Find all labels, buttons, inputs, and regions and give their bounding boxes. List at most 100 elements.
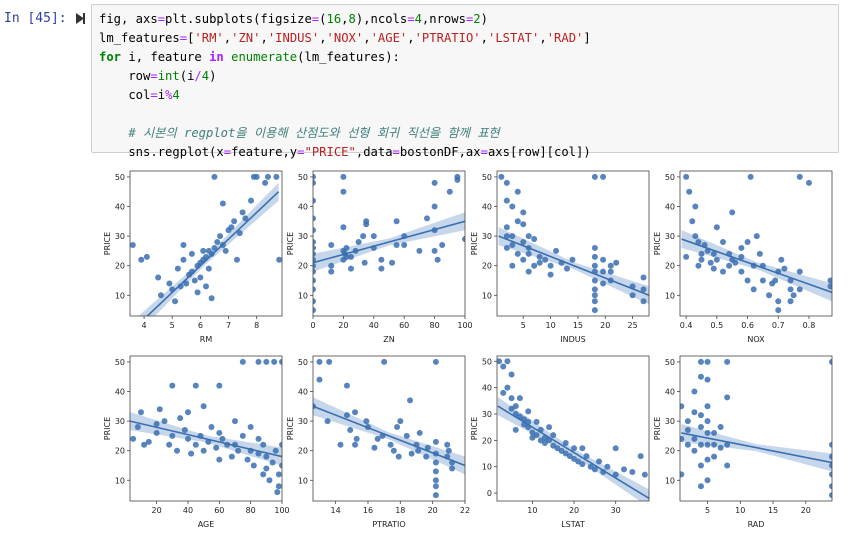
data-point [363,221,370,228]
data-point [550,432,557,439]
regression-line [313,405,465,467]
data-point [533,418,540,425]
data-point [432,358,439,365]
data-point [695,239,702,246]
x-tick-label: 0.6 [741,321,754,330]
y-tick-label: 50 [482,173,492,182]
y-axis-label: PRICE [653,417,662,440]
data-point [219,200,226,207]
data-point [738,253,745,260]
data-point [155,274,162,281]
data-point [698,250,705,257]
data-point [248,197,255,204]
data-point [766,292,773,299]
data-point [525,250,532,257]
y-tick-label: 40 [665,388,675,397]
data-point [244,456,251,463]
data-point [169,382,176,389]
data-point [579,461,586,468]
data-point [174,265,181,272]
y-tick-label: 30 [482,410,492,419]
code-text: fig, axs=plt.subplots(figsize=(16,8),nco… [99,12,591,159]
data-point [184,435,191,442]
data-point [454,176,461,183]
data-point [641,471,648,478]
data-point [695,262,702,269]
data-point [750,286,757,293]
data-point [313,179,316,186]
data-point [563,265,570,272]
data-point [353,435,360,442]
data-point [233,256,240,263]
axes-frame [312,170,466,317]
x-tick-label: 0.5 [710,321,723,330]
x-tick-label: 20 [428,506,438,515]
data-point [260,471,267,478]
code-cell-input[interactable]: fig, axs=plt.subplots(figsize=(16,8),nco… [91,4,839,159]
x-tick-label: 0.4 [680,321,693,330]
data-point [531,236,538,243]
data-point [276,256,282,263]
data-point [134,424,141,431]
data-point [188,450,195,457]
data-point [692,203,699,210]
data-point [137,409,144,416]
data-point [416,429,423,436]
regression-line [498,235,649,297]
data-point [691,388,698,395]
data-point [607,268,614,275]
data-point [719,268,726,275]
data-point [514,250,521,257]
data-point [431,247,438,254]
data-point [239,432,246,439]
run-cell-icon[interactable] [76,13,85,24]
data-point [790,292,797,299]
y-tick-label: 30 [665,232,675,241]
data-point [444,441,451,448]
data-point [313,286,316,293]
data-point [313,307,316,314]
data-point [504,358,511,365]
data-point [686,188,693,195]
data-point [717,424,724,431]
x-tick-label: 5 [705,506,710,515]
data-point [738,268,745,275]
data-point [263,358,270,365]
data-point [343,244,350,251]
y-tick-label: 10 [115,476,125,485]
y-tick-label: 30 [115,232,125,241]
data-point [796,268,803,275]
data-point [689,218,696,225]
y-axis-label: PRICE [286,232,295,255]
data-point [188,250,195,257]
data-point [228,224,235,231]
data-point [197,274,204,281]
data-point [192,441,199,448]
data-point [180,241,187,248]
x-tick-label: 22 [460,506,470,515]
data-point [516,395,523,402]
data-point [525,408,532,415]
x-tick-label: 60 [214,506,224,515]
data-point [640,286,647,293]
y-tick-label: 20 [298,262,308,271]
data-point [724,462,731,469]
data-point [432,438,439,445]
x-axis-label: INDUS [560,335,585,344]
data-point [778,256,785,263]
data-point [704,403,711,410]
data-point [729,209,736,216]
x-axis-label: AGE [198,520,215,529]
data-point [432,459,439,466]
data-point [547,271,554,278]
axes-frame [496,170,650,317]
data-point [192,382,199,389]
data-point [203,283,209,290]
regression-line [497,405,649,500]
y-axis-label: PRICE [470,232,479,255]
data-point [805,179,812,186]
data-point [424,444,431,451]
axes-frame [679,170,833,317]
data-point [509,233,516,240]
data-point [520,209,527,216]
